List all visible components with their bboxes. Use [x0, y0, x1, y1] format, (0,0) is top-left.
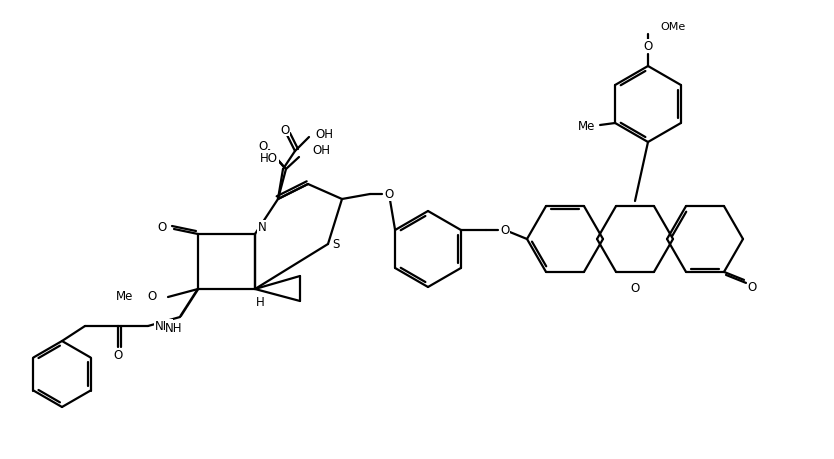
Text: NH: NH	[165, 321, 183, 334]
Text: O: O	[631, 281, 640, 294]
Text: O: O	[158, 221, 167, 234]
Text: O: O	[500, 224, 510, 237]
Text: OH: OH	[312, 143, 330, 156]
Text: O: O	[280, 123, 289, 136]
Text: Me: Me	[116, 289, 133, 302]
Text: O: O	[384, 188, 394, 201]
Text: O: O	[259, 140, 268, 153]
Text: O: O	[747, 281, 756, 294]
Text: Me: Me	[578, 120, 595, 133]
Text: H: H	[256, 295, 264, 308]
Text: O: O	[148, 289, 157, 302]
Text: N: N	[258, 221, 266, 234]
Text: O: O	[113, 349, 123, 362]
Text: OMe: OMe	[660, 22, 686, 32]
Text: S: S	[332, 238, 339, 251]
Text: HO: HO	[260, 151, 278, 164]
Text: OH: OH	[315, 127, 333, 140]
Text: O: O	[643, 40, 653, 53]
Text: NH: NH	[155, 320, 173, 333]
